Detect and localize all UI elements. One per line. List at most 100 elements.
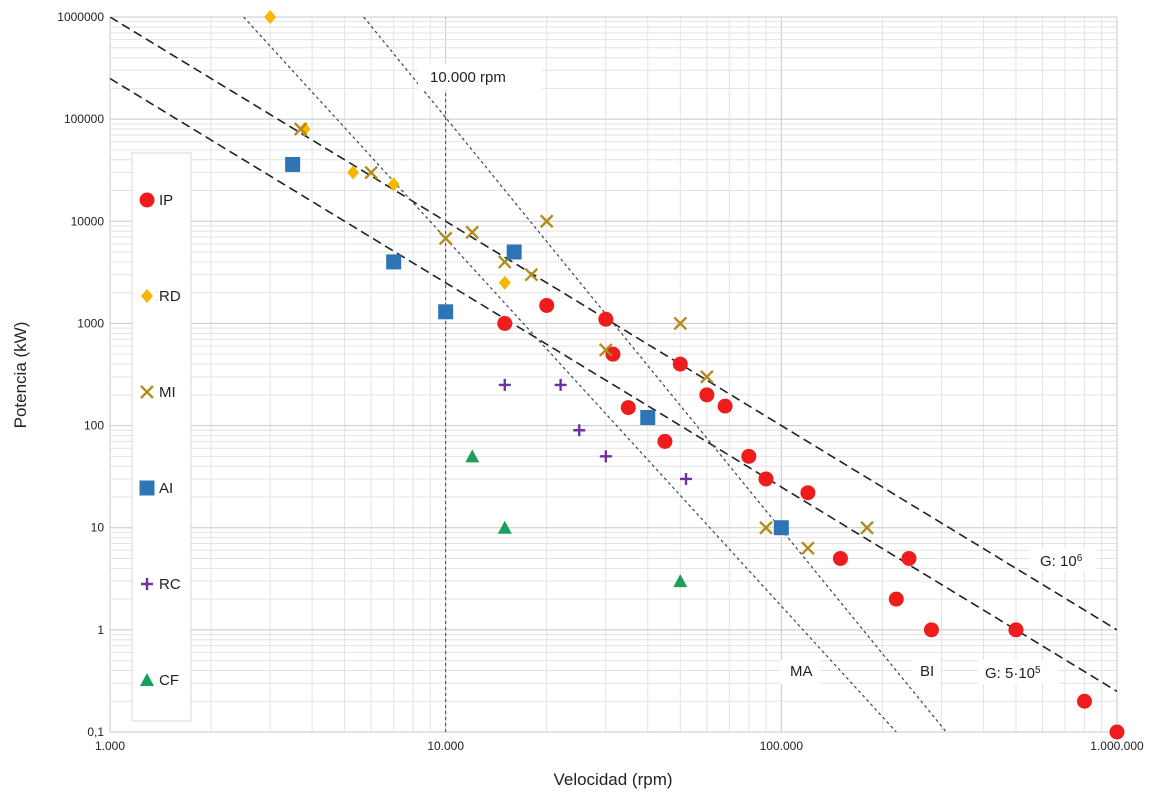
data-point-rc [554,378,567,391]
reference-line-label-exponent: 6 [1077,553,1083,564]
annotation-background [978,660,1058,684]
annotation-background [418,64,542,90]
annotation-background [912,660,940,684]
x-tick-label: 100.000 [760,739,804,753]
data-point-mi [860,520,874,535]
tick-labels: 1.000 10.000 100.000 1.000.000 0,1 1 10 100 1000… [57,10,1144,753]
y-tick-label: 100 [84,419,104,433]
data-point-ip [758,471,774,487]
data-point-ip [1008,622,1024,638]
legend-label: RD [159,288,181,305]
data-point-ip [539,297,555,313]
annotations: G: 106 G: 5·105 MA BI 10.000 rpm [418,64,1096,684]
annotation-background [1030,548,1096,572]
data-point-rc [680,472,693,485]
legend-label: CF [159,672,179,689]
x-tick-label: 1.000 [95,739,125,753]
legend-marker-rc [141,578,153,590]
data-points [264,10,1125,740]
data-point-ip [657,433,673,449]
data-point-mi [673,316,688,331]
data-point-ip [497,315,513,331]
legend-marker-mi [140,385,154,399]
data-point-ai [438,304,454,320]
y-tick-label: 1 [97,623,104,637]
y-axis-title: Potencia (kW) [11,322,30,429]
data-point-rc [498,378,511,391]
data-point-ip [923,622,939,638]
data-point-cf [497,520,512,534]
reference-lines [110,17,1117,732]
annotation-background [780,660,820,684]
y-tick-label: 10000 [71,214,105,228]
data-point-mi [438,231,453,246]
legend-label: IP [159,192,173,209]
reference-line-label: MA [790,663,813,680]
gridlines [109,16,1118,733]
data-point-ip [605,346,621,362]
data-point-mi [700,369,714,384]
reference-line-label: 10.000 rpm [430,69,506,86]
legend: IP RD MI AI RC CF [131,152,192,722]
data-point-mi [465,225,480,240]
reference-line [110,77,1117,693]
data-point-ip [672,356,688,372]
data-point-cf [673,574,688,588]
reference-line [243,17,897,732]
data-point-mi [524,267,539,282]
legend-label: MI [159,384,176,401]
y-tick-label: 1000 [77,316,104,330]
x-tick-label: 10.000 [427,739,464,753]
data-point-ai [506,244,522,260]
legend-label: RC [159,576,181,593]
data-point-ai [285,156,301,172]
reference-line [363,17,947,732]
data-point-mi [801,541,815,556]
data-point-ai [640,409,656,425]
reference-line-label: G: 5·105 [985,665,1041,683]
data-point-mi [364,165,379,180]
reference-line [110,17,1117,631]
data-point-ip [800,485,816,501]
legend-box [131,152,192,722]
data-point-ip [717,398,733,414]
data-point-rd [298,122,311,137]
data-point-ip [741,448,757,464]
legend-marker-ip [139,192,155,208]
y-tick-label: 100000 [64,112,104,126]
data-point-ip [1109,724,1125,740]
legend-marker-ai [139,480,155,496]
data-point-ip [1076,693,1092,709]
data-point-ip [598,311,614,327]
data-point-ip [832,550,848,566]
y-tick-label: 0,1 [87,725,104,739]
data-point-cf [465,449,480,463]
data-point-ip [888,591,904,607]
legend-marker-cf [140,673,154,686]
reference-line-label-exponent: 5 [1035,665,1041,676]
data-point-rc [599,450,612,463]
data-point-rc [573,424,586,437]
x-tick-label: 1.000.000 [1090,739,1144,753]
data-point-rd [498,275,511,290]
y-tick-label: 10 [91,521,105,535]
data-point-ip [699,387,715,403]
data-point-mi [293,122,308,136]
reference-line-label: BI [920,663,934,680]
legend-label: AI [159,480,173,497]
legend-marker-rd [141,289,153,303]
data-point-rd [387,177,400,192]
reference-line-label: G: 106 [1040,553,1083,571]
y-tick-label: 1000000 [57,10,104,24]
data-point-mi [539,214,554,229]
data-point-mi [759,520,773,535]
data-point-ip [620,400,636,416]
data-point-rd [347,165,360,180]
data-point-ip [901,550,917,566]
data-point-ai [386,254,402,270]
data-point-rd [264,10,277,24]
x-axis-title: Velocidad (rpm) [553,770,672,789]
data-point-mi [598,343,613,357]
data-point-ai [773,520,789,536]
